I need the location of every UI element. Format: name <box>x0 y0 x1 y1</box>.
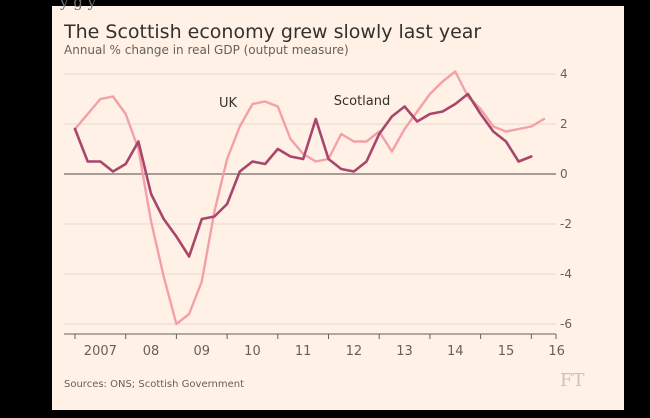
series-lines <box>73 70 546 326</box>
y-tick-label: -6 <box>560 317 572 331</box>
chart-title: The Scottish economy grew slowly last ye… <box>64 21 482 43</box>
screen-border-bottom <box>0 410 650 418</box>
x-tick-label: 11 <box>295 344 312 359</box>
x-tick-label: 09 <box>193 344 210 359</box>
screen-border-left <box>0 0 52 418</box>
series-line-scotland <box>73 92 533 258</box>
chart-subtitle: Annual % change in real GDP (output meas… <box>64 43 349 57</box>
y-tick-label: -4 <box>560 267 572 281</box>
y-tick-label: 2 <box>560 117 568 131</box>
screen-border-right <box>624 0 650 418</box>
x-tick-label: 08 <box>143 344 160 359</box>
chart-panel <box>52 6 624 410</box>
x-tick-label: 12 <box>346 344 363 359</box>
series-line-uk <box>73 70 546 326</box>
y-axis-ticks: 4 2 0 -2 -4 -6 <box>560 67 572 331</box>
x-tick-label: 13 <box>396 344 413 359</box>
x-tick-label: 16 <box>548 344 565 359</box>
source-note: Sources: ONS; Scottish Government <box>64 379 245 390</box>
x-tick-label: 15 <box>498 344 515 359</box>
series-annotations: UK Scotland <box>219 94 390 111</box>
series-label-scotland: Scotland <box>334 94 391 109</box>
y-tick-label: -2 <box>560 217 572 231</box>
y-tick-label: 4 <box>560 67 568 81</box>
series-label-uk: UK <box>219 96 238 111</box>
cropped-headline-text: y g y <box>60 0 97 11</box>
x-axis-ticks: 2007 08 09 10 11 12 13 14 15 16 <box>74 334 565 359</box>
y-tick-label: 0 <box>560 167 568 181</box>
x-tick-label: 10 <box>244 344 261 359</box>
x-tick-label: 2007 <box>84 344 117 359</box>
ft-logo: FT <box>560 370 585 391</box>
x-tick-label: 14 <box>447 344 464 359</box>
screen-border-top <box>0 0 650 6</box>
